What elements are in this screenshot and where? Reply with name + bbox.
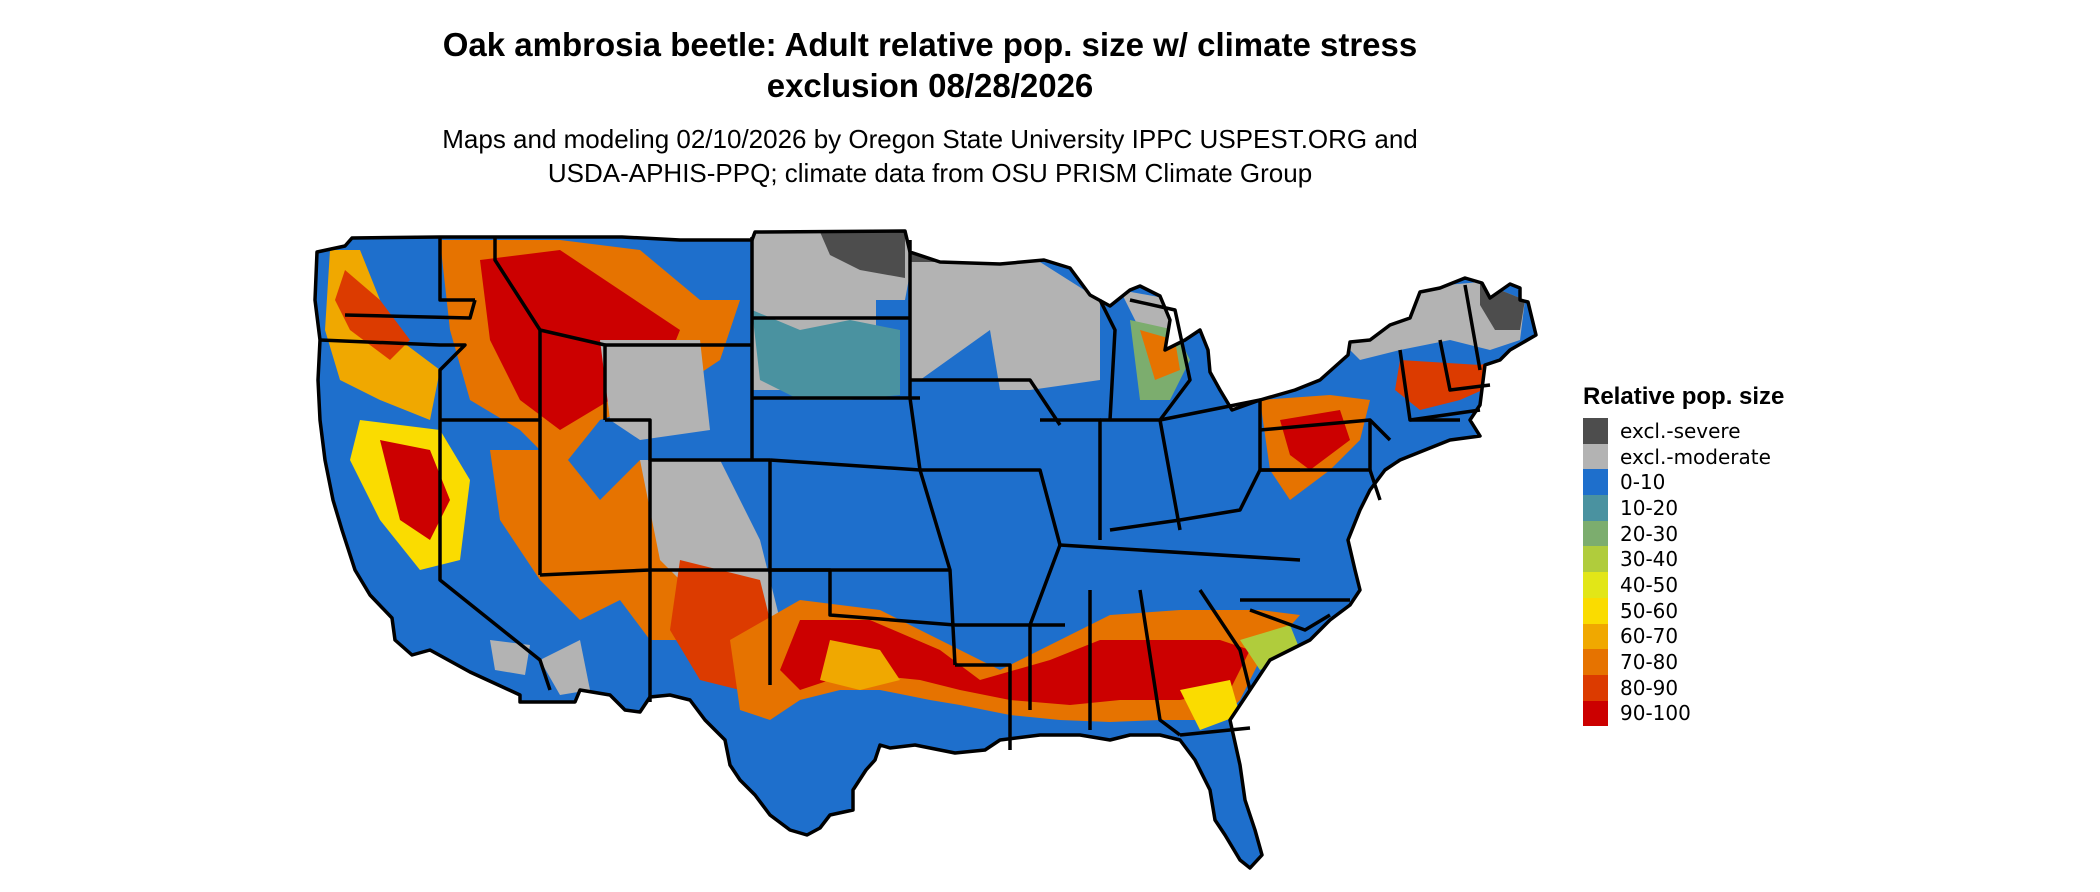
legend-label: excl.-severe — [1620, 418, 1741, 443]
map-title-line-2: exclusion 08/28/2026 — [766, 67, 1094, 104]
zone-carolina-green — [1240, 625, 1300, 670]
legend-label: 10-20 — [1620, 495, 1679, 520]
legend-item: excl.-moderate — [1583, 443, 1883, 470]
border-wy-co-ut — [605, 418, 770, 462]
legend-item: 70-80 — [1583, 649, 1883, 675]
border-wa-id — [438, 237, 475, 302]
zone-sierra-hot — [380, 440, 450, 540]
legend-swatch — [1583, 597, 1608, 624]
border-ky-tn — [1059, 543, 1301, 562]
state-borders — [313, 229, 1538, 870]
zone-southern-belt-hot — [780, 620, 1250, 705]
zone-excl-moderate-az — [540, 640, 590, 695]
map-subtitle-line-1: Maps and modeling 02/10/2026 by Oregon S… — [442, 124, 1418, 154]
legend-item: 30-40 — [1583, 546, 1883, 573]
border-ga-fl — [1179, 726, 1251, 737]
legend-label: excl.-moderate — [1620, 444, 1771, 469]
legend-label: 30-40 — [1620, 547, 1679, 572]
legend-label: 40-50 — [1620, 572, 1679, 597]
legend: Relative pop. size excl.-severe excl.-mod… — [1583, 382, 1883, 727]
legend-item: 50-60 — [1583, 597, 1883, 624]
legend-item: 80-90 — [1583, 674, 1883, 701]
border-ia-mn-wi — [910, 378, 1062, 426]
legend-swatch — [1583, 623, 1608, 650]
legend-swatch — [1583, 546, 1608, 573]
border-michigan-lower — [1129, 298, 1192, 422]
zone-wyoming-plateau — [600, 340, 710, 440]
zone-excl-severe-nd — [820, 232, 905, 278]
legend-swatch — [1583, 572, 1608, 598]
legend-label: 50-60 — [1620, 598, 1679, 623]
border-or-ca-nv — [319, 338, 467, 420]
border-al-ga — [1138, 589, 1182, 737]
legend-swatch — [1583, 520, 1608, 547]
legend-label: 0-10 — [1620, 470, 1666, 495]
border-ok-tx — [770, 568, 956, 627]
legend-label: 80-90 — [1620, 675, 1679, 700]
border-nh-me — [1463, 284, 1482, 371]
legend-label: 90-100 — [1620, 701, 1691, 726]
us-map — [313, 229, 1538, 870]
legend-swatch — [1583, 495, 1608, 521]
legend-item: 60-70 — [1583, 623, 1883, 650]
border-ga-sc — [1198, 589, 1252, 691]
map-title: Oak ambrosia beetle: Adult relative pop.… — [380, 24, 1480, 106]
legend-swatch — [1583, 674, 1608, 701]
legend-item: 0-10 — [1583, 469, 1883, 496]
border-ne-ks — [769, 458, 921, 472]
border-nc-sc — [1249, 608, 1331, 632]
legend-swatch — [1583, 700, 1608, 727]
border-ma-ct-ri — [1409, 408, 1481, 422]
legend-item: 40-50 — [1583, 572, 1883, 598]
legend-swatch — [1583, 443, 1608, 470]
zone-texas-panhandle — [820, 640, 900, 690]
legend-items: excl.-severe excl.-moderate 0-10 10-20 20-30… — [1583, 418, 1883, 727]
zone-excl-moderate-ca — [490, 640, 530, 675]
border-lake-michigan — [1098, 299, 1117, 421]
zone-plains-transition — [752, 310, 900, 400]
map-subtitle: Maps and modeling 02/10/2026 by Oregon S… — [380, 122, 1480, 190]
border-ia-mo — [920, 468, 1062, 546]
legend-item: 90-100 — [1583, 700, 1883, 727]
border-id-mt — [493, 237, 542, 420]
legend-item: 20-30 — [1583, 520, 1883, 547]
legend-label: 70-80 — [1620, 650, 1679, 675]
legend-swatch — [1583, 469, 1608, 496]
legend-title: Relative pop. size — [1583, 383, 1785, 410]
border-wa-or — [344, 299, 477, 320]
legend-label: 20-30 — [1620, 521, 1679, 546]
legend-swatch — [1583, 418, 1608, 444]
map-subtitle-line-2: USDA-APHIS-PPQ; climate data from OSU PR… — [547, 158, 1313, 188]
legend-item: 10-20 — [1583, 495, 1883, 521]
border-ms-river — [1028, 544, 1062, 710]
border-tx-la — [955, 663, 1012, 750]
zone-alabama-yellow — [1180, 680, 1240, 730]
legend-item: excl.-severe — [1583, 418, 1883, 444]
border-ca-nv-az — [438, 420, 552, 691]
border-vt-nh — [1438, 339, 1491, 392]
zone-excl-moderate-mn-wi — [910, 262, 1100, 390]
border-oh-pa — [1159, 398, 1262, 470]
map-title-line-1: Oak ambrosia beetle: Adult relative pop.… — [442, 26, 1418, 63]
legend-label: 60-70 — [1620, 624, 1679, 649]
legend-swatch — [1583, 649, 1608, 675]
